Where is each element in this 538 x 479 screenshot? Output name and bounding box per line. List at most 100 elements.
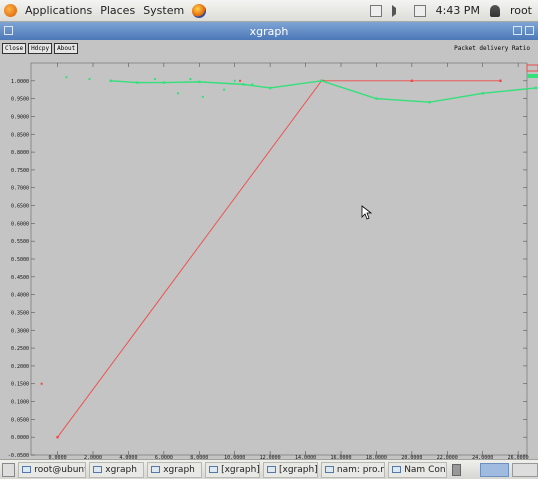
series-marker-2 [88, 78, 91, 81]
y-tick-label: 1.0000 [11, 79, 29, 85]
workspace-1[interactable] [480, 462, 509, 477]
y-tick-label: 0.8500 [11, 132, 29, 138]
hardcopy-button[interactable]: Hdcpy [28, 43, 53, 54]
x-tick-label: 10.0000 [224, 455, 245, 459]
minimize-icon[interactable] [513, 26, 522, 35]
taskbar-item-label: xgraph [105, 464, 137, 475]
plot: -0.0500 0.0000 0.0500 0.1000 0.1500 0.2000 0.2… [8, 62, 538, 459]
window-icon [93, 466, 103, 473]
y-tick-label: 0.8000 [11, 150, 29, 156]
y-tick-label: 0.1000 [11, 400, 29, 406]
user-icon [489, 4, 500, 17]
xgraph-canvas: Close Hdcpy About Packet delivery Ratio … [0, 40, 538, 459]
series-line-1 [57, 80, 501, 438]
y-tick-label: -0.0500 [8, 453, 29, 459]
show-desktop-button[interactable] [2, 462, 16, 477]
series-point-2 [162, 81, 166, 84]
x-tick-label: 2.0000 [84, 455, 102, 459]
window-title: xgraph [249, 24, 289, 38]
x-tick-label: 22.0000 [437, 455, 458, 459]
taskbar-item-label: [xgraph] [279, 464, 318, 475]
taskbar-item-xgraph-2[interactable]: xgraph [147, 461, 203, 478]
taskbar-item-nam[interactable]: nam: pro.nam [320, 461, 386, 478]
y-tick-label: 0.2500 [11, 346, 29, 352]
top-panel: Applications Places System 4:43 PM root [0, 0, 538, 22]
plot-frame [30, 62, 528, 456]
series-marker-2 [154, 78, 156, 81]
series-marker-2 [65, 76, 68, 79]
window-menu-icon[interactable] [4, 26, 13, 35]
taskbar-item-label: root@ubunt... [34, 464, 85, 475]
window-icon [324, 466, 334, 473]
terminal-icon [22, 466, 32, 473]
y-tick-label: 0.2000 [11, 364, 29, 370]
y-tick-label: 0.4500 [11, 275, 29, 281]
taskbar-item-label: nam: pro.nam [336, 464, 386, 475]
window-controls [513, 26, 534, 35]
series-point-2 [481, 92, 484, 95]
y-tick-label: 0.6000 [11, 221, 29, 227]
x-tick-label: 8.0000 [190, 455, 208, 459]
series-point-2 [428, 101, 431, 104]
series-point-2 [375, 97, 378, 100]
series-marker-2 [233, 79, 236, 82]
system-menu[interactable]: System [143, 4, 185, 17]
window-titlebar[interactable]: xgraph [0, 22, 538, 40]
y-tick-label: 0.3000 [11, 328, 29, 334]
legend-marker-green [527, 74, 538, 78]
chart-title: Packet delivery Ratio [454, 45, 530, 52]
series-marker-1 [410, 79, 413, 82]
series-point-2 [109, 79, 112, 83]
x-tick-label: 0.0000 [49, 455, 67, 459]
about-button[interactable]: About [54, 43, 79, 54]
network-icon[interactable] [369, 4, 382, 17]
taskbar-item-label: [xgraph] [221, 464, 260, 475]
user-name[interactable]: root [509, 4, 532, 17]
x-tick-label: 14.0000 [295, 455, 316, 459]
series-point-1 [56, 435, 59, 439]
clock[interactable]: 4:43 PM [435, 4, 480, 17]
x-tick-label: 12.0000 [260, 455, 281, 459]
taskbar-item-terminal[interactable]: root@ubunt... [18, 461, 87, 478]
mouse-cursor-icon [361, 205, 373, 220]
close-button[interactable]: Close [2, 43, 27, 54]
workspace-2[interactable] [511, 462, 538, 477]
firefox-icon[interactable] [192, 3, 207, 18]
y-tick-label: 0.7000 [11, 186, 29, 192]
trash-icon[interactable] [451, 463, 462, 476]
series-marker-2 [189, 78, 192, 81]
y-tick-label: 0.4000 [11, 293, 29, 299]
series-marker-2 [251, 83, 254, 86]
series-point-2 [198, 80, 201, 84]
places-menu[interactable]: Places [100, 4, 136, 17]
taskbar-item-nam-console[interactable]: Nam Consol... [388, 461, 447, 478]
maximize-icon[interactable] [525, 26, 534, 35]
x-tick-label: 20.0000 [401, 455, 422, 459]
x-tick-label: 16.0000 [330, 455, 351, 459]
panel-menu: Applications Places System [0, 3, 207, 18]
series-marker-1 [239, 79, 242, 82]
taskbar-item-xgraph-1[interactable]: xgraph [89, 461, 145, 478]
y-tick-label: 0.9500 [11, 97, 29, 103]
notification-icon[interactable] [413, 4, 426, 17]
series-point-2 [534, 86, 538, 90]
y-tick-label: 0.0500 [11, 417, 29, 423]
series-marker-2 [201, 95, 204, 98]
applications-menu[interactable]: Applications [25, 4, 93, 17]
x-tick-label: 18.0000 [366, 455, 387, 459]
series-point-2 [268, 86, 272, 90]
series-point-2 [242, 83, 245, 86]
y-tick-label: 0.5000 [11, 257, 29, 263]
x-tick-label: 4.0000 [119, 455, 137, 459]
taskbar-item-xgraph-4[interactable]: [xgraph] [263, 461, 318, 478]
x-tick-label: 6.0000 [155, 455, 173, 459]
window-icon [267, 466, 276, 473]
series-point-2 [136, 81, 139, 84]
series-marker-1 [40, 382, 43, 385]
x-tick-label: 26.0000 [508, 455, 529, 459]
taskbar-item-label: xgraph [163, 464, 195, 475]
volume-icon[interactable] [391, 4, 404, 17]
xgraph-button-bar: Close Hdcpy About [2, 43, 79, 54]
taskbar-item-xgraph-3[interactable]: [xgraph] [205, 461, 260, 478]
ubuntu-logo-icon[interactable] [4, 4, 17, 17]
